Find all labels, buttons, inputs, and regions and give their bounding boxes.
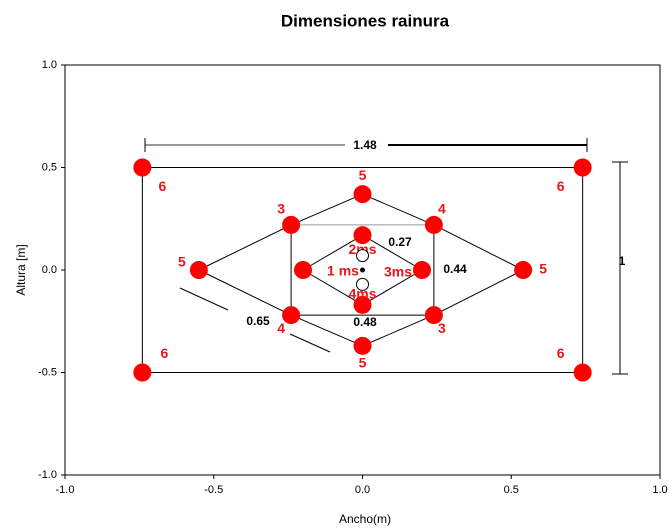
- marker: [189, 261, 208, 279]
- marker: [573, 158, 592, 177]
- marker: [353, 336, 372, 355]
- outline: [362, 234, 423, 271]
- marker: [133, 363, 152, 382]
- dimension-label: 0.27: [388, 235, 412, 249]
- marker: [282, 215, 301, 234]
- outline: [362, 314, 435, 347]
- x-tick-label: -0.5: [204, 484, 223, 496]
- outline: [433, 224, 524, 271]
- marker: [294, 261, 312, 279]
- outline: [362, 193, 435, 226]
- x-tick-label: 1.0: [652, 484, 667, 496]
- x-axis-label: Ancho(m): [339, 512, 391, 526]
- point-label: 6: [160, 345, 168, 361]
- dimension-label: 0.65: [246, 314, 270, 328]
- point-label: 5: [359, 355, 367, 371]
- marker: [133, 158, 152, 177]
- dimension-line: [289, 333, 331, 353]
- marker: [356, 249, 369, 263]
- marker: [353, 295, 372, 314]
- point-label: 6: [557, 345, 565, 361]
- y-axis-label: Altura [m]: [14, 244, 28, 295]
- outline: [302, 269, 363, 306]
- chart-title: Dimensiones rainura: [281, 11, 450, 30]
- x-tick-label: -1.0: [56, 484, 75, 496]
- point-label: 1 ms: [327, 263, 359, 279]
- outline: [362, 269, 423, 306]
- y-tick-label: 0.0: [42, 264, 57, 276]
- marker: [353, 185, 372, 204]
- y-tick-label: -0.5: [38, 366, 57, 378]
- point-label: 6: [557, 178, 565, 194]
- point-label: 4ms: [348, 286, 376, 302]
- marker: [424, 215, 443, 234]
- point-label: 6: [158, 178, 166, 194]
- marker: [514, 261, 533, 279]
- point-label: 4: [277, 320, 285, 336]
- y-tick-label: 0.5: [42, 161, 57, 173]
- point-label: 4: [438, 201, 446, 217]
- point-label: 3ms: [384, 264, 412, 280]
- outline: [290, 314, 363, 347]
- marker: [356, 277, 369, 291]
- dimension-label: 0.44: [443, 262, 467, 276]
- marker: [424, 306, 443, 325]
- dimension-line: [179, 287, 229, 311]
- y-tick-label: -1.0: [38, 469, 57, 481]
- y-tick-label: 1.0: [42, 59, 57, 71]
- marker: [413, 261, 431, 279]
- point-label: 5: [178, 254, 186, 270]
- outline: [302, 234, 363, 271]
- outline: [198, 224, 292, 271]
- point-label: 3: [277, 201, 285, 217]
- point-label: 3: [438, 320, 446, 336]
- dimension-label: 1: [619, 254, 626, 268]
- point-label: 5: [359, 167, 367, 183]
- dimension-label: 1.48: [353, 138, 377, 152]
- point-label: 5: [539, 261, 547, 277]
- marker: [353, 226, 372, 245]
- outline: [290, 193, 363, 226]
- dimension-label: 0.48: [353, 315, 377, 329]
- marker: [282, 306, 301, 325]
- marker: [573, 363, 592, 382]
- outline: [433, 269, 524, 316]
- x-tick-label: 0.0: [355, 484, 370, 496]
- marker: [360, 267, 365, 273]
- outline: [198, 269, 292, 316]
- x-tick-label: 0.5: [504, 484, 519, 496]
- point-label: 2ms: [348, 241, 376, 257]
